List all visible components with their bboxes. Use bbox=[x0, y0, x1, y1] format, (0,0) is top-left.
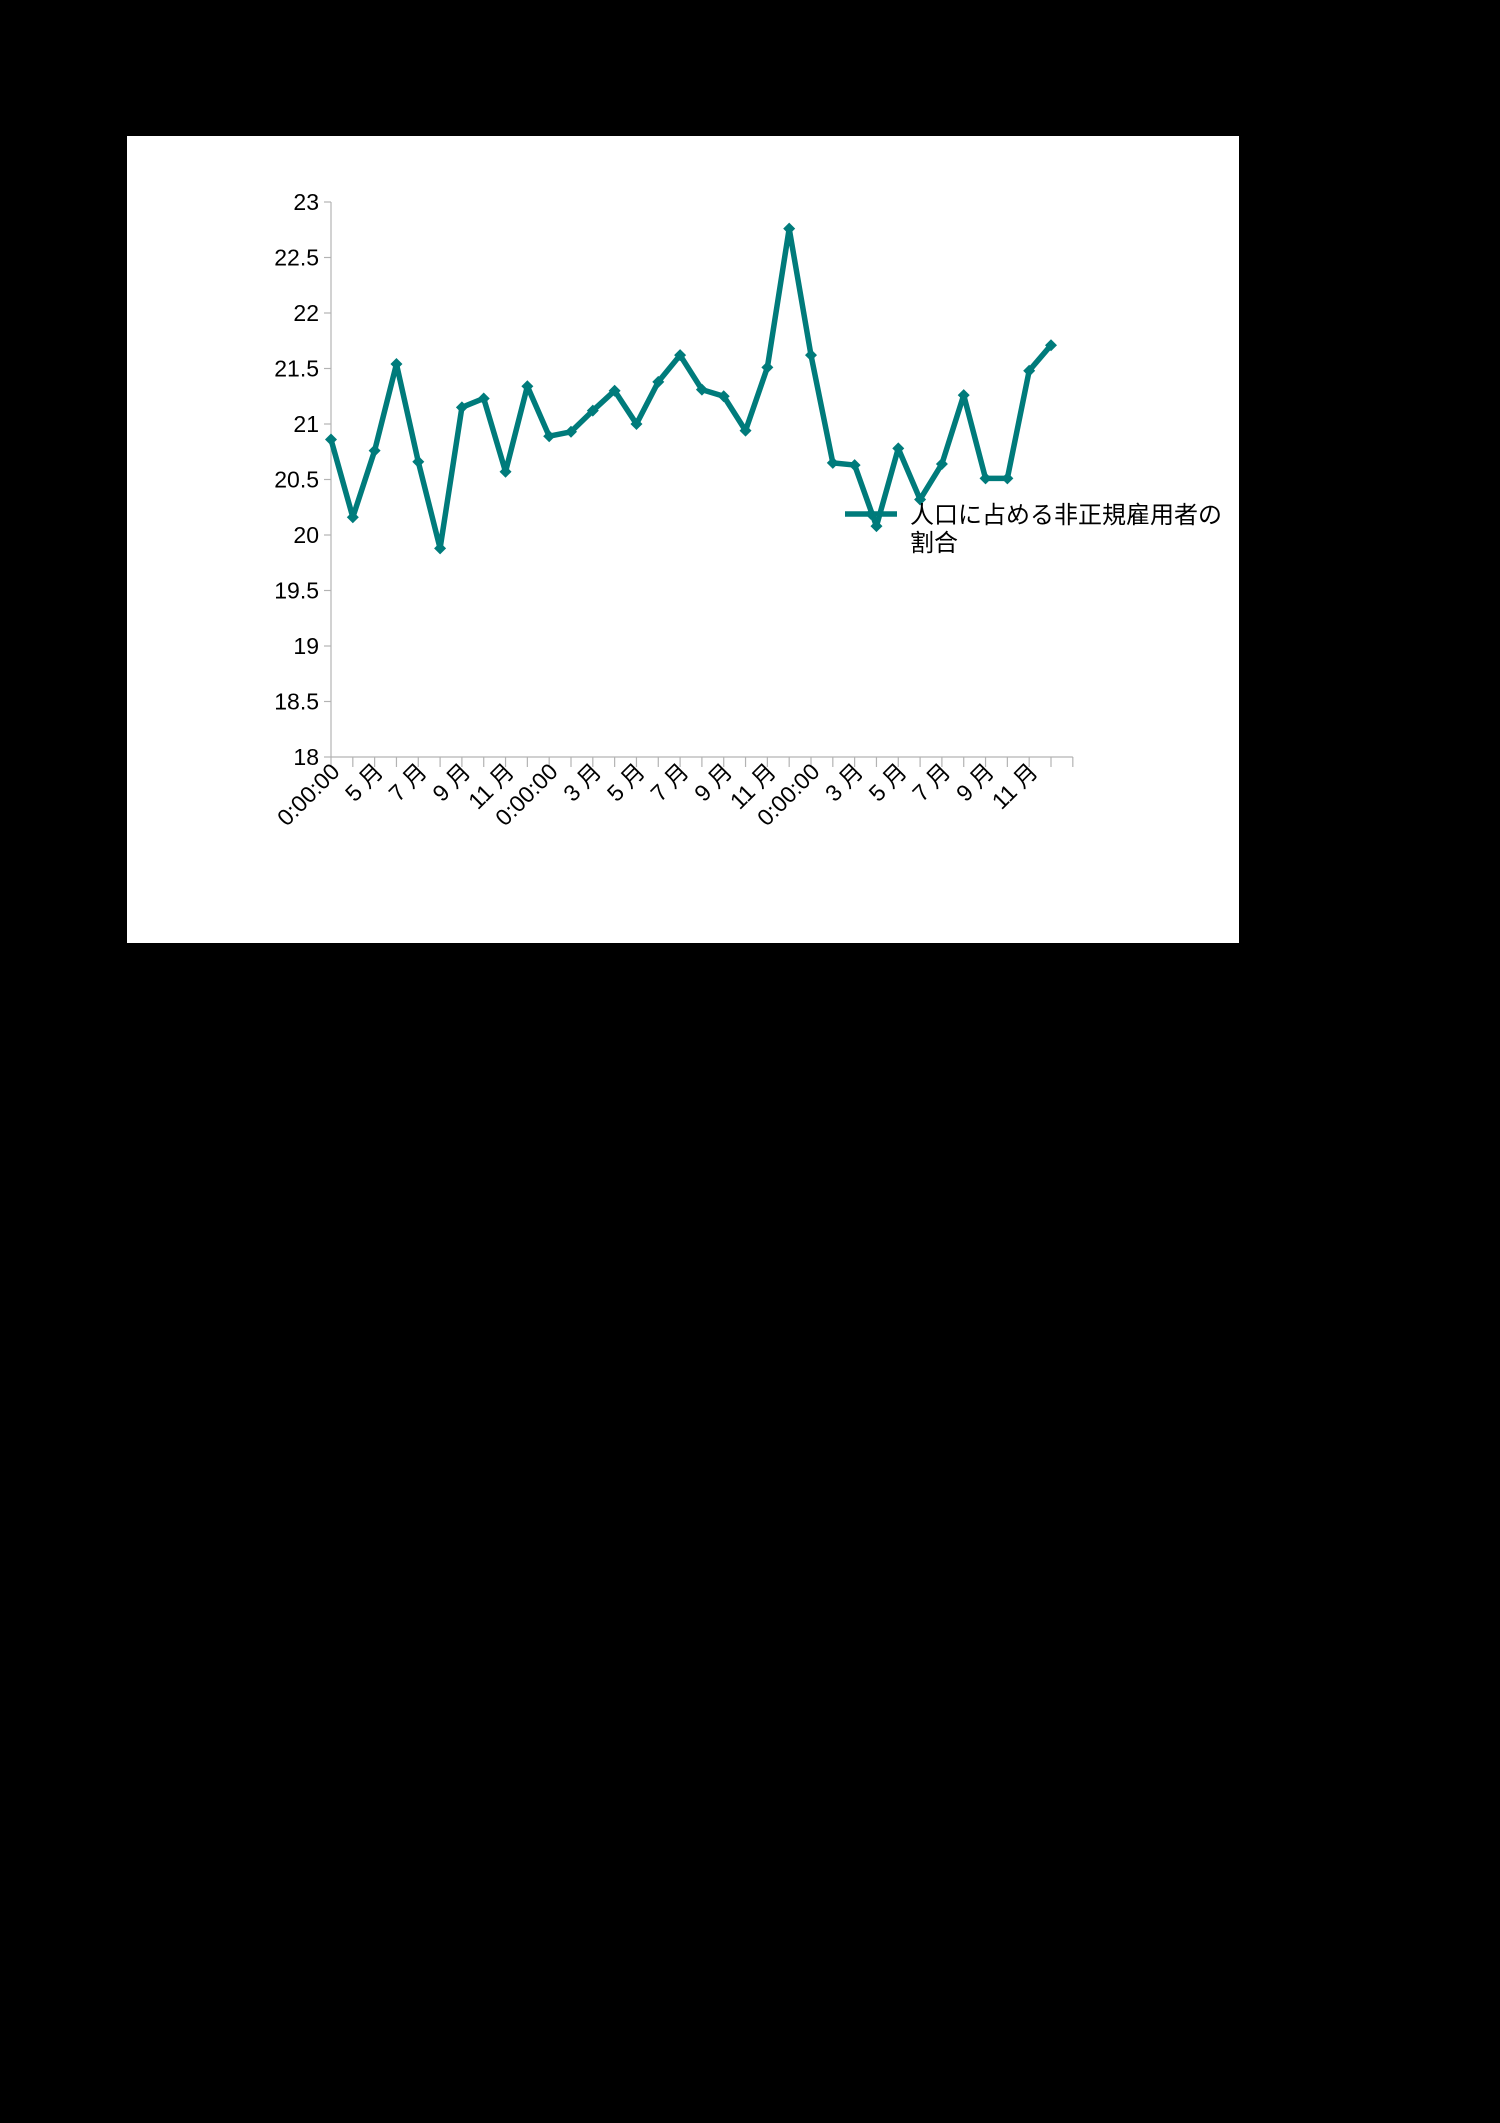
chart-series bbox=[325, 222, 1057, 555]
x-axis-labels: 0:00:005 月7 月9 月11 月0:00:003 月5 月7 月9 月1… bbox=[272, 758, 1043, 831]
data-point bbox=[455, 401, 468, 414]
data-point bbox=[390, 358, 403, 371]
y-tick-label: 20.5 bbox=[274, 467, 319, 493]
y-tick-label: 19 bbox=[293, 633, 319, 659]
data-point bbox=[346, 511, 359, 524]
data-point bbox=[805, 349, 817, 362]
y-tick-label: 21 bbox=[293, 411, 319, 437]
chart-legend: 人口に占める非正規雇用者の割合 bbox=[845, 501, 1222, 557]
data-point bbox=[957, 389, 970, 402]
y-tick-label: 22.5 bbox=[274, 245, 319, 271]
y-tick-label: 23 bbox=[293, 189, 319, 215]
data-point bbox=[674, 349, 687, 362]
x-tick-label: 7 月 bbox=[907, 758, 955, 806]
data-point bbox=[499, 465, 512, 478]
y-tick-label: 18 bbox=[293, 744, 319, 770]
data-point bbox=[1001, 472, 1014, 485]
data-point bbox=[412, 455, 425, 468]
x-tick-label: 3 月 bbox=[820, 758, 868, 806]
data-point bbox=[521, 380, 534, 393]
y-tick-label: 18.5 bbox=[274, 689, 319, 715]
legend-swatch-marker bbox=[865, 508, 877, 520]
x-tick-label: 5 月 bbox=[864, 758, 912, 806]
data-point bbox=[870, 520, 883, 533]
x-tick-label: 7 月 bbox=[645, 758, 693, 806]
x-tick-label: 7 月 bbox=[384, 758, 432, 806]
data-point bbox=[848, 459, 861, 472]
data-point bbox=[892, 442, 905, 455]
data-point bbox=[325, 433, 337, 446]
data-point bbox=[608, 384, 621, 397]
data-point bbox=[739, 424, 752, 437]
data-point bbox=[368, 444, 381, 457]
data-point bbox=[565, 425, 577, 438]
data-point bbox=[914, 493, 927, 506]
data-point bbox=[695, 383, 708, 396]
data-point bbox=[717, 390, 730, 403]
y-tick-label: 19.5 bbox=[274, 578, 319, 604]
data-point bbox=[979, 472, 992, 485]
data-point bbox=[761, 361, 774, 374]
data-point bbox=[1045, 339, 1057, 352]
line-chart: 18 18.5 19 19.5 20 20.5 21 21.5 22 22.5 23 0:00:00… bbox=[272, 189, 1222, 831]
data-point bbox=[1023, 364, 1036, 377]
x-tick-label: 3 月 bbox=[558, 758, 606, 806]
y-tick-label: 20 bbox=[293, 522, 319, 548]
x-tick-label: 5 月 bbox=[602, 758, 650, 806]
data-point bbox=[935, 457, 948, 470]
series-line bbox=[328, 225, 1054, 552]
data-point bbox=[783, 222, 796, 235]
y-axis-labels: 18 18.5 19 19.5 20 20.5 21 21.5 22 22.5 23 bbox=[274, 189, 319, 770]
y-tick-label: 21.5 bbox=[274, 356, 319, 382]
data-point bbox=[652, 375, 665, 388]
y-tick-label: 22 bbox=[293, 300, 319, 326]
data-point bbox=[586, 404, 599, 417]
data-point bbox=[434, 542, 447, 555]
data-point bbox=[630, 418, 643, 430]
legend-label: 人口に占める非正規雇用者の割合 bbox=[910, 501, 1222, 557]
chart-axes bbox=[324, 201, 1074, 767]
x-tick-label: 5 月 bbox=[340, 758, 388, 806]
data-point bbox=[477, 392, 490, 405]
x-tick-label: 11 月 bbox=[987, 758, 1043, 814]
chart-panel: 18 18.5 19 19.5 20 20.5 21 21.5 22 22.5 23 0:00:00… bbox=[127, 136, 1239, 943]
data-point bbox=[543, 430, 556, 443]
data-point bbox=[826, 456, 839, 469]
